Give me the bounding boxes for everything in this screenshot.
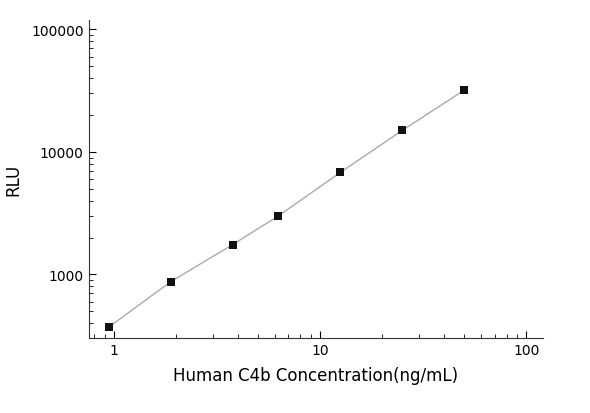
- Point: [398, 128, 407, 134]
- Point: [166, 279, 175, 285]
- Point: [460, 88, 469, 94]
- Point: [104, 324, 113, 331]
- Point: [228, 242, 237, 248]
- Point: [274, 213, 283, 220]
- Y-axis label: RLU: RLU: [5, 164, 22, 196]
- Point: [336, 170, 345, 176]
- X-axis label: Human C4b Concentration(ng/mL): Human C4b Concentration(ng/mL): [173, 366, 458, 384]
